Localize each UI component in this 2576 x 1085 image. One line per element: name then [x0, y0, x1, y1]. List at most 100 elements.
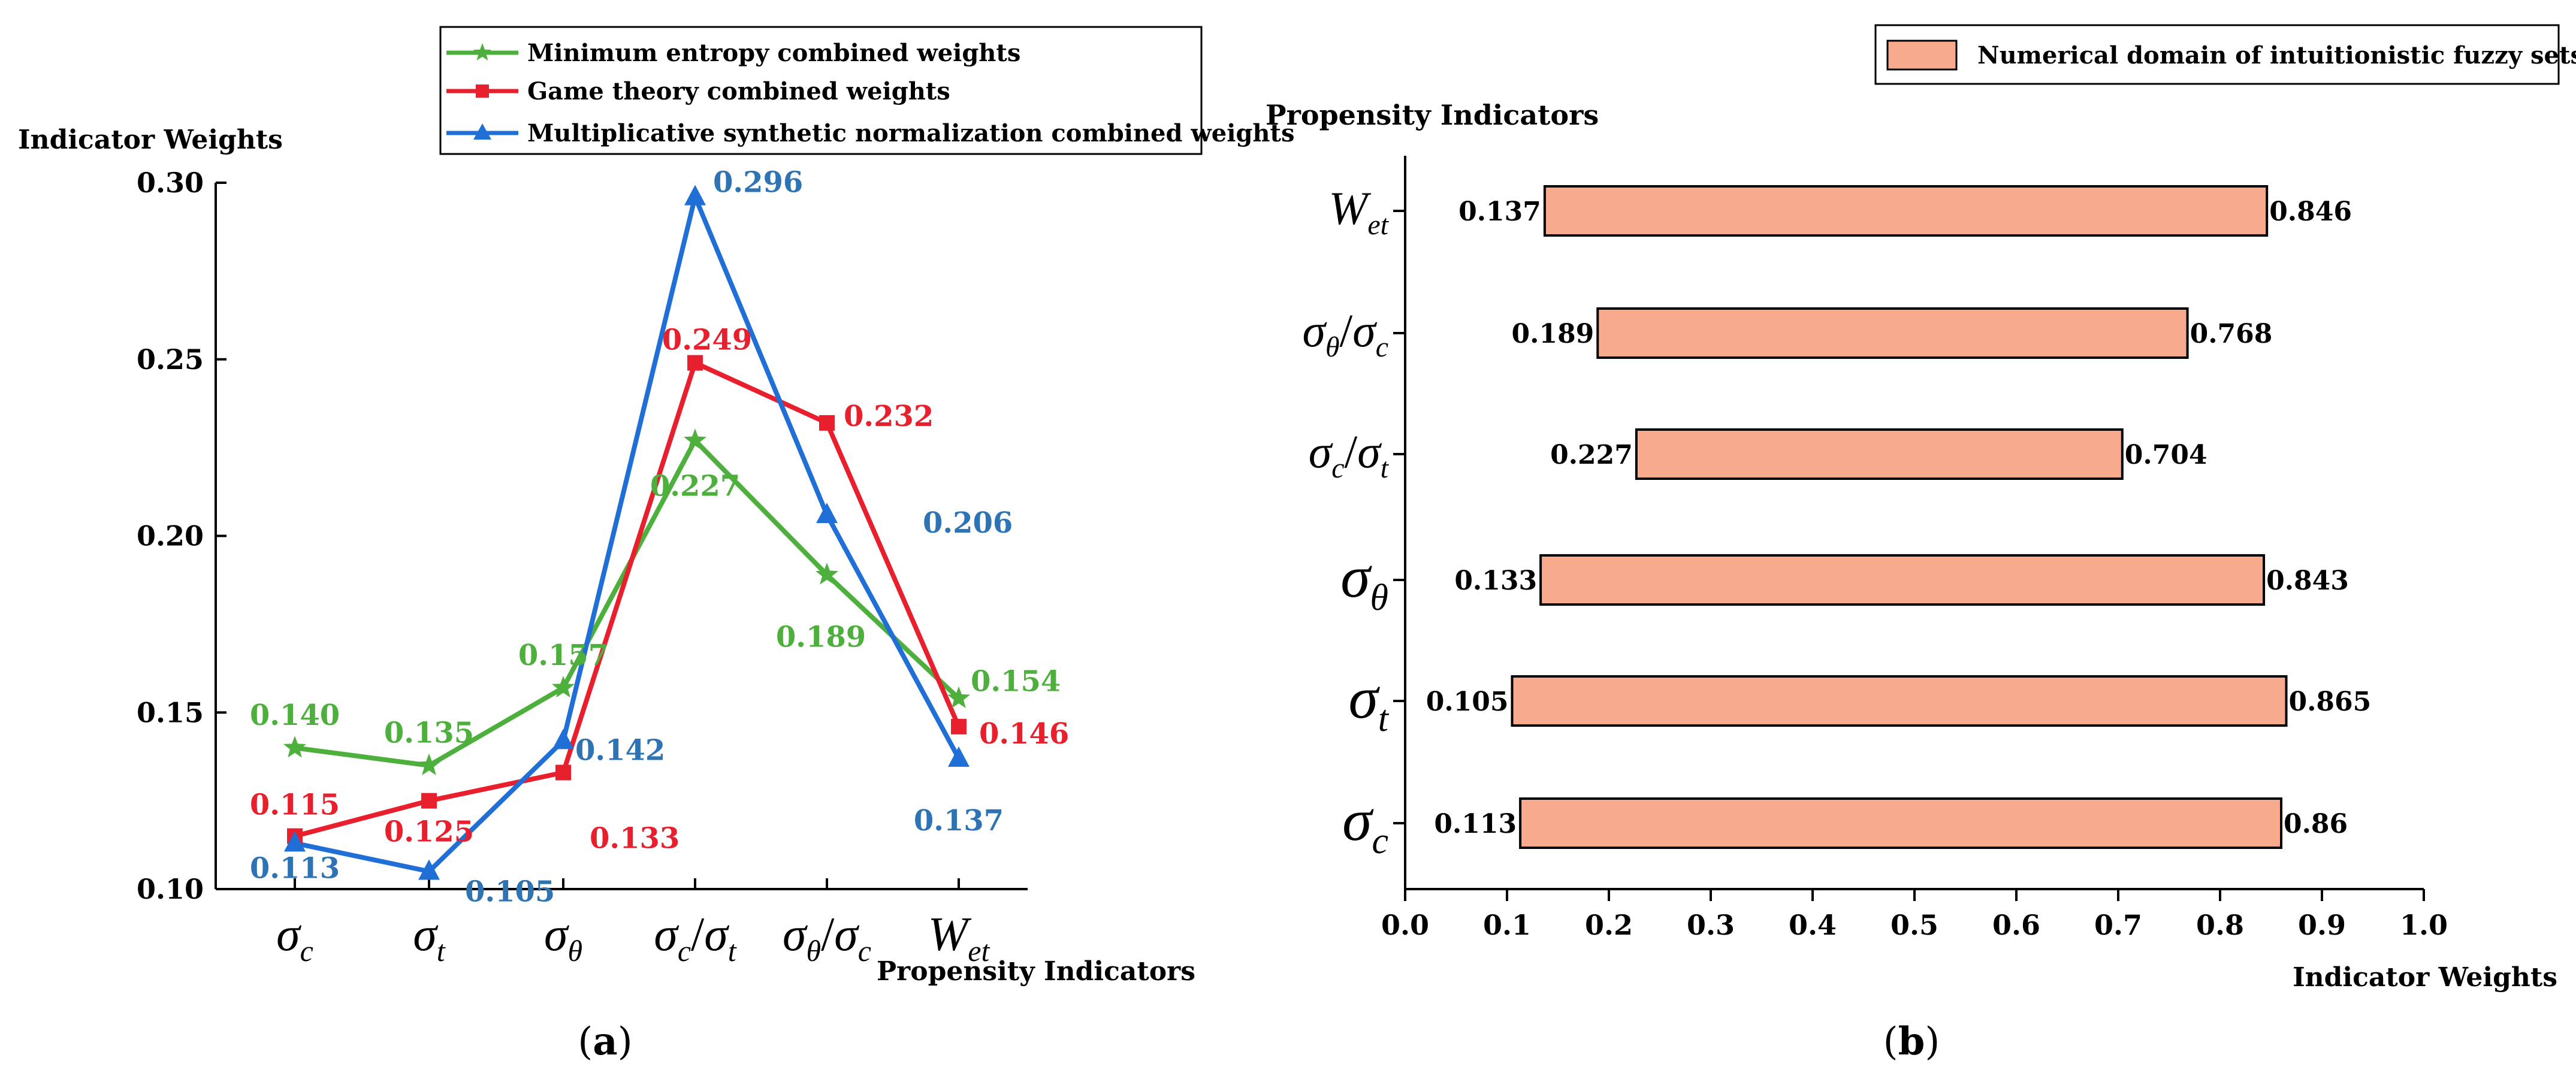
x-tick-label: 0.0 — [1381, 909, 1429, 941]
x-tick-label: 1.0 — [2400, 909, 2448, 941]
series-2-point — [552, 729, 574, 749]
y-tick-label: 0.30 — [137, 167, 204, 199]
x-tick-label: 0.6 — [1992, 909, 2040, 941]
bar-low-label: 0.105 — [1426, 687, 1509, 717]
series-0-point — [816, 563, 838, 585]
data-label: 0.296 — [713, 166, 803, 200]
series-1-point — [951, 718, 967, 735]
range-bar — [1635, 428, 2124, 480]
range-bar — [1596, 307, 2189, 359]
data-label: 0.115 — [250, 788, 340, 822]
y-tick-label: Wet — [1328, 182, 1389, 241]
data-label: 0.140 — [250, 699, 340, 732]
data-label: 0.137 — [914, 804, 1004, 838]
y-tick-label: σc — [1342, 787, 1388, 862]
x-tick-label: σt — [413, 908, 445, 968]
bar-high-label: 0.843 — [2266, 566, 2349, 596]
legend-box — [439, 26, 1203, 155]
data-label: 0.146 — [979, 717, 1069, 751]
series-line-1 — [294, 360, 961, 839]
data-label: 0.249 — [662, 324, 752, 357]
panel-a-line-chart: 0.10 0.15 0.20 0.25 0.30 σc σt σθ σc/σt σθ/σc Wet I… — [18, 26, 1295, 1064]
y-tick-label: 0.20 — [137, 520, 204, 552]
x-tick-label: 0.5 — [1891, 909, 1938, 941]
y-tick-label: σt — [1348, 664, 1389, 739]
bar-high-label: 0.704 — [2125, 440, 2207, 470]
series-0-point — [684, 428, 706, 451]
series-0-point — [283, 736, 306, 758]
data-label: 0.125 — [384, 815, 474, 849]
legend-box — [1874, 24, 2560, 85]
range-bar — [1543, 185, 2269, 237]
bar-high-label: 0.865 — [2289, 687, 2372, 717]
data-label: 0.206 — [923, 506, 1013, 540]
data-label: 0.157 — [518, 639, 608, 672]
bar-low-label: 0.227 — [1550, 440, 1633, 470]
x-tick-label: Wet — [928, 908, 990, 968]
panel-label: (b) — [1883, 1019, 1940, 1064]
series-2-point — [684, 185, 706, 205]
data-label: 0.142 — [575, 733, 665, 767]
y-axis-title: Indicator Weights — [18, 125, 283, 155]
y-tick-label: σc/σt — [1309, 425, 1390, 484]
x-tick-label: 0.1 — [1483, 909, 1531, 941]
range-bar — [1511, 675, 2288, 727]
x-tick-label: 0.9 — [2298, 909, 2346, 941]
legend-marker — [473, 123, 491, 140]
bar-low-label: 0.133 — [1454, 566, 1537, 596]
x-tick-label: 0.3 — [1687, 909, 1735, 941]
x-tick-label: σc/σt — [654, 908, 736, 968]
data-label: 0.232 — [844, 400, 934, 433]
x-tick-label: 0.2 — [1585, 909, 1633, 941]
legend-swatch — [1886, 40, 1958, 71]
range-bar — [1519, 797, 2283, 849]
series-2-point — [418, 859, 440, 880]
legend: Numerical domain of intuitionistic fuzzy… — [1874, 24, 2576, 85]
series-0-point — [947, 686, 970, 708]
y-tick-label: σθ — [1340, 543, 1388, 618]
x-tick-label: 0.4 — [1789, 909, 1837, 941]
legend-label: Numerical domain of intuitionistic fuzzy… — [1977, 41, 2576, 69]
data-label: 0.113 — [250, 851, 340, 885]
x-axis-title: Indicator Weights — [2293, 962, 2557, 993]
legend-marker — [476, 84, 489, 98]
data-label: 0.227 — [650, 469, 740, 503]
legend-label: Multiplicative synthetic normalization c… — [527, 119, 1295, 147]
x-axis-title: Propensity Indicators — [877, 956, 1195, 987]
bar-high-label: 0.86 — [2284, 809, 2348, 839]
series-2-point — [284, 831, 306, 852]
x-tick-label: σθ — [544, 908, 582, 968]
y-tick-label: 0.25 — [137, 343, 204, 376]
range-bar — [1539, 554, 2266, 606]
x-tick-label: 0.8 — [2196, 909, 2244, 941]
bar-low-label: 0.137 — [1458, 197, 1541, 227]
data-label: 0.133 — [590, 821, 680, 855]
series-2-point — [948, 746, 970, 767]
data-label: 0.135 — [384, 717, 474, 750]
data-label: 0.154 — [971, 665, 1061, 699]
data-label: 0.189 — [776, 620, 866, 654]
bar-high-label: 0.846 — [2269, 197, 2352, 227]
series-1-point — [555, 764, 571, 781]
bar-low-label: 0.189 — [1512, 319, 1594, 349]
series-0-point — [552, 676, 575, 698]
bar-high-label: 0.768 — [2190, 319, 2273, 349]
series-1-point — [819, 415, 835, 431]
series-1-point — [687, 355, 703, 371]
y-axis-title: Propensity Indicators — [1266, 99, 1599, 131]
y-tick-label: 0.10 — [137, 873, 204, 905]
series-0-point — [418, 753, 440, 775]
series-1-point — [421, 793, 437, 809]
x-tick-label: σc — [276, 908, 313, 968]
bar-low-label: 0.113 — [1434, 809, 1517, 839]
legend-label: Game theory combined weights — [527, 77, 950, 105]
legend-label: Minimum entropy combined weights — [527, 39, 1020, 67]
series-2-point — [816, 503, 838, 524]
legend-marker — [473, 43, 492, 61]
y-tick-label: 0.15 — [137, 696, 204, 729]
panel-label: (a) — [578, 1019, 632, 1064]
y-tick-label: σθ/σc — [1303, 304, 1389, 363]
x-tick-label: σθ/σc — [783, 908, 871, 968]
x-tick-label: 0.7 — [2094, 909, 2142, 941]
